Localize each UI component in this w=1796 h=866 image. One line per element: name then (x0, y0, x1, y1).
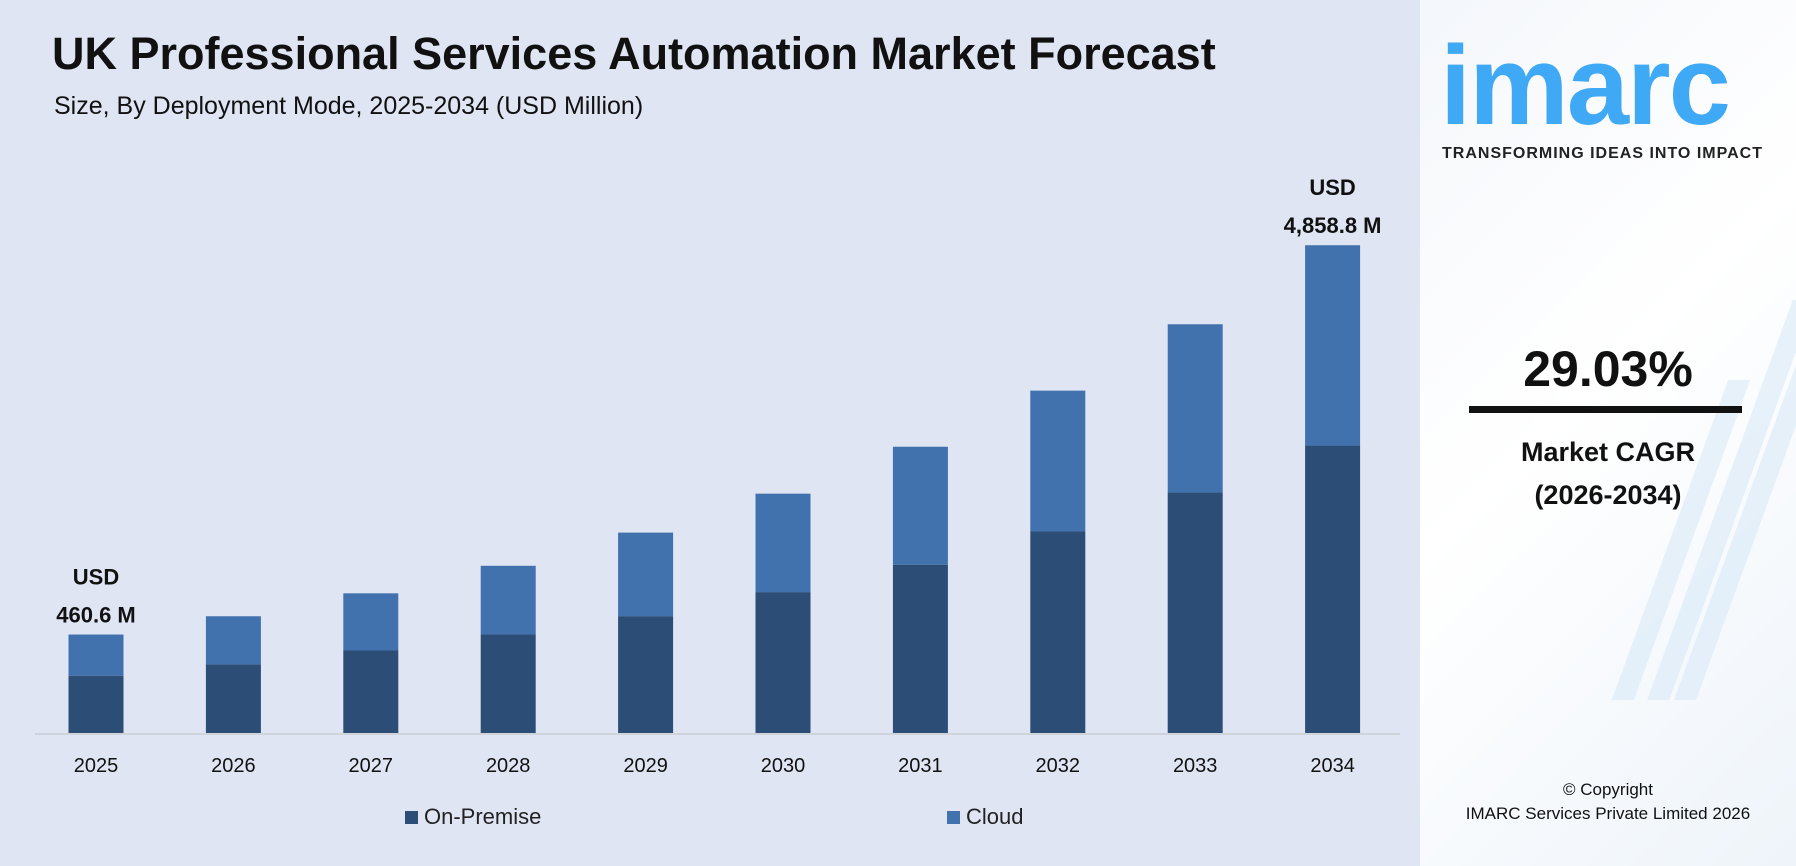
data-label-value-2034: 4,858.8 M (1284, 213, 1382, 238)
legend-label: On-Premise (424, 804, 542, 829)
legend-swatch-cloud (947, 810, 960, 824)
cagr-label: Market CAGR (1520, 437, 1696, 467)
bar-on-premise-2033 (1167, 492, 1223, 733)
x-tick-label-2025: 2025 (74, 755, 119, 777)
bar-cloud-2026 (205, 616, 261, 665)
divider (1469, 406, 1742, 413)
logo-tagline: TRANSFORMING IDEAS INTO IMPACT (1442, 145, 1763, 162)
chart-subtitle: Size, By Deployment Mode, 2025-2034 (USD… (54, 92, 644, 120)
cagr-period: (2026-2034) (1534, 480, 1682, 510)
copyright: © Copyright (1562, 780, 1653, 799)
bar-on-premise-2034 (1305, 445, 1361, 733)
x-tick-label-2028: 2028 (486, 755, 531, 777)
bar-cloud-2027 (343, 593, 399, 651)
x-tick-label-2026: 2026 (211, 755, 256, 777)
bar-on-premise-2032 (1030, 531, 1086, 733)
bar-on-premise-2027 (343, 650, 399, 733)
x-tick-label-2031: 2031 (898, 755, 943, 777)
bar-on-premise-2030 (755, 592, 811, 733)
x-tick-label-2030: 2030 (761, 755, 806, 777)
x-tick-label-2033: 2033 (1173, 755, 1218, 777)
legend-swatch-on-premise (405, 810, 418, 824)
company-name: IMARC Services Private Limited 2026 (1465, 804, 1751, 823)
side-panel: imarc TRANSFORMING IDEAS INTO IMPACT 29.… (1420, 0, 1796, 866)
bar-cloud-2030 (755, 493, 811, 593)
cagr-value: 29.03% (1523, 341, 1693, 397)
x-tick-label-2027: 2027 (349, 755, 394, 777)
legend-item-cloud: Cloud (947, 804, 1023, 830)
bar-on-premise-2028 (480, 634, 536, 733)
legend-label: Cloud (966, 804, 1024, 829)
bar-on-premise-2026 (205, 664, 261, 733)
x-tick-label-2029: 2029 (623, 755, 668, 777)
bar-cloud-2033 (1167, 324, 1223, 493)
bar-chart: 2025 2026 2027 2028 2029 2030 2031 2032 2033 2034… (35, 175, 1400, 777)
bar-cloud-2032 (1030, 390, 1086, 532)
data-label-currency-2025: USD (73, 565, 119, 590)
bar-cloud-2028 (480, 565, 536, 635)
bar-on-premise-2031 (892, 564, 948, 733)
chart-panel: UK Professional Services Automation Mark… (0, 0, 1420, 866)
x-tick-label-2032: 2032 (1036, 755, 1081, 777)
data-label-value-2025: 460.6 M (56, 603, 136, 628)
bar-cloud-2031 (892, 446, 948, 565)
bar-cloud-2034 (1305, 245, 1361, 446)
bar-cloud-2025 (68, 634, 124, 676)
x-tick-label-2034: 2034 (1310, 755, 1355, 777)
bar-on-premise-2025 (68, 675, 124, 733)
chart-title: UK Professional Services Automation Mark… (52, 28, 1216, 79)
legend-item-on-premise: On-Premise (405, 804, 541, 830)
data-label-currency-2034: USD (1309, 175, 1355, 200)
bar-cloud-2029 (618, 532, 674, 617)
imarc-logo: imarc (1440, 23, 1731, 148)
bar-on-premise-2029 (618, 616, 674, 733)
